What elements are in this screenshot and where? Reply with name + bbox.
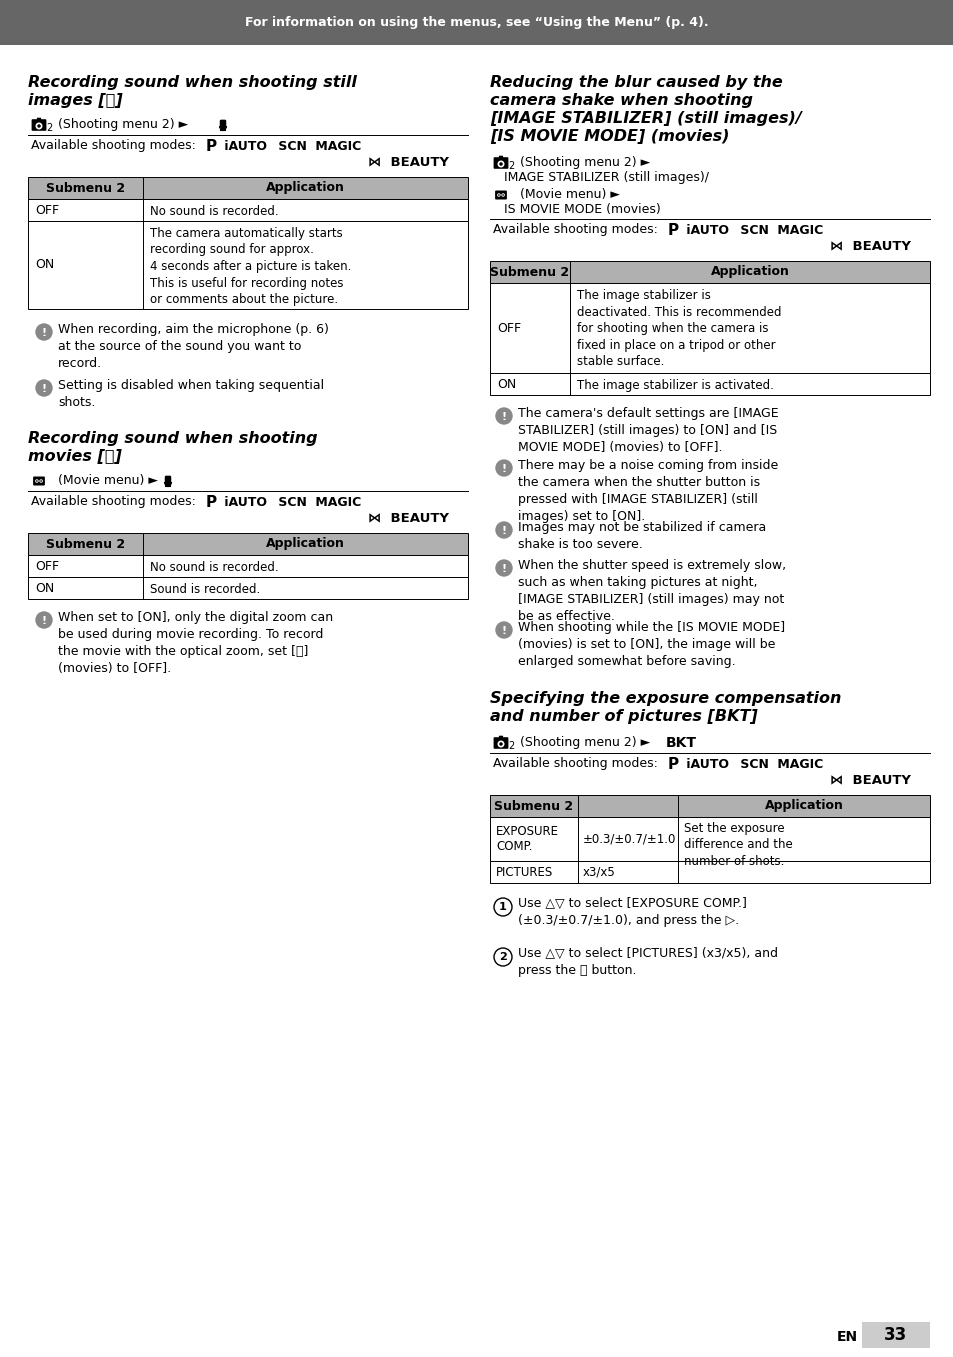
Text: Available shooting modes:: Available shooting modes: [493,223,658,236]
Text: ⋈  BEAUTY: ⋈ BEAUTY [829,773,910,786]
Text: ⋈  BEAUTY: ⋈ BEAUTY [368,155,449,168]
Text: movies [🎙]: movies [🎙] [28,449,122,464]
Text: MAGIC: MAGIC [772,759,822,771]
Text: !: ! [41,327,47,338]
Circle shape [39,479,43,483]
Circle shape [498,742,502,746]
Text: SCN: SCN [274,497,307,509]
Text: iAUTO: iAUTO [220,140,267,153]
Text: EXPOSURE
COMP.: EXPOSURE COMP. [496,825,558,854]
Text: SCN: SCN [735,759,768,771]
Text: ON: ON [497,377,516,391]
Text: [IS MOVIE MODE] (movies): [IS MOVIE MODE] (movies) [490,129,729,144]
Text: Use △▽ to select [EXPOSURE COMP.]
(±0.3/±0.7/±1.0), and press the ▷.: Use △▽ to select [EXPOSURE COMP.] (±0.3/… [517,897,746,927]
FancyBboxPatch shape [28,533,468,555]
Text: When the shutter speed is extremely slow,
such as when taking pictures at night,: When the shutter speed is extremely slow… [517,559,785,623]
Circle shape [496,560,512,575]
Text: Application: Application [710,266,789,278]
Text: !: ! [501,464,506,474]
FancyBboxPatch shape [495,190,506,199]
Text: P: P [667,223,679,237]
Text: When recording, aim the microphone (p. 6)
at the source of the sound you want to: When recording, aim the microphone (p. 6… [58,323,329,370]
FancyBboxPatch shape [490,860,929,883]
Text: When shooting while the [IS MOVIE MODE]
(movies) is set to [ON], the image will : When shooting while the [IS MOVIE MODE] … [517,622,784,668]
Text: Reducing the blur caused by the: Reducing the blur caused by the [490,75,781,90]
Text: PICTURES: PICTURES [496,866,553,878]
Text: Application: Application [763,799,842,813]
Circle shape [36,123,42,129]
Text: (Shooting menu 2) ►: (Shooting menu 2) ► [516,735,654,749]
Text: Images may not be stabilized if camera
shake is too severe.: Images may not be stabilized if camera s… [517,521,765,551]
Text: Setting is disabled when taking sequential
shots.: Setting is disabled when taking sequenti… [58,379,324,408]
FancyBboxPatch shape [490,817,929,860]
Text: ⋈  BEAUTY: ⋈ BEAUTY [829,239,910,252]
Text: !: ! [501,626,506,635]
Circle shape [494,898,512,916]
Text: MAGIC: MAGIC [772,224,822,237]
Text: Set the exposure
difference and the
number of shots.: Set the exposure difference and the numb… [683,822,792,868]
FancyBboxPatch shape [493,737,508,749]
FancyBboxPatch shape [490,373,929,395]
Text: For information on using the menus, see “Using the Menu” (p. 4).: For information on using the menus, see … [245,16,708,28]
Text: The camera's default settings are [IMAGE
STABILIZER] (still images) to [ON] and : The camera's default settings are [IMAGE… [517,407,778,455]
Text: ON: ON [35,258,54,271]
Text: ON: ON [35,582,54,594]
Text: Submenu 2: Submenu 2 [46,537,125,551]
Text: 2: 2 [507,741,514,750]
Text: OFF: OFF [497,322,520,334]
Text: !: ! [501,563,506,574]
Text: Sound is recorded.: Sound is recorded. [150,584,260,596]
Text: P: P [206,495,217,510]
Text: iAUTO: iAUTO [681,759,728,771]
Text: [IMAGE STABILIZER] (still images)/: [IMAGE STABILIZER] (still images)/ [490,111,801,126]
Text: The image stabilizer is activated.: The image stabilizer is activated. [577,379,773,392]
Circle shape [497,194,499,195]
Text: Submenu 2: Submenu 2 [46,182,125,194]
Circle shape [498,163,502,166]
Text: and number of pictures [BKT]: and number of pictures [BKT] [490,708,757,725]
Text: iAUTO: iAUTO [681,224,728,237]
Text: (Movie menu) ►: (Movie menu) ► [54,474,158,487]
Circle shape [501,194,503,195]
Circle shape [496,522,512,537]
Circle shape [36,612,52,628]
Text: Available shooting modes:: Available shooting modes: [493,757,658,769]
Text: When set to [ON], only the digital zoom can
be used during movie recording. To r: When set to [ON], only the digital zoom … [58,611,333,674]
Circle shape [501,193,504,197]
Text: !: ! [501,525,506,536]
Text: Application: Application [266,182,345,194]
Text: images [🎙]: images [🎙] [28,94,123,109]
Text: IMAGE STABILIZER (still images)/: IMAGE STABILIZER (still images)/ [503,171,708,185]
Text: P: P [667,757,679,772]
Text: The image stabilizer is
deactivated. This is recommended
for shooting when the c: The image stabilizer is deactivated. Thi… [577,289,781,368]
Text: BKT: BKT [665,735,697,750]
Text: Application: Application [266,537,345,551]
Text: x3/x5: x3/x5 [582,866,615,878]
Text: (Shooting menu 2) ►: (Shooting menu 2) ► [516,156,650,170]
Text: SCN: SCN [274,140,307,153]
Circle shape [37,125,41,128]
Text: Submenu 2: Submenu 2 [490,266,569,278]
Text: camera shake when shooting: camera shake when shooting [490,94,752,109]
Text: Submenu 2: Submenu 2 [494,799,573,813]
Bar [0,0,953,45]
Text: Recording sound when shooting still: Recording sound when shooting still [28,75,356,90]
FancyBboxPatch shape [219,119,226,129]
Text: No sound is recorded.: No sound is recorded. [150,560,278,574]
FancyBboxPatch shape [28,199,468,221]
Text: MAGIC: MAGIC [311,497,361,509]
Circle shape [36,324,52,341]
Text: 1: 1 [498,902,506,912]
Text: !: ! [41,616,47,626]
Text: There may be a noise coming from inside
the camera when the shutter button is
pr: There may be a noise coming from inside … [517,459,778,522]
Text: iAUTO: iAUTO [220,497,267,509]
Text: (Shooting menu 2) ►: (Shooting menu 2) ► [54,118,188,132]
FancyBboxPatch shape [490,795,929,817]
Circle shape [496,408,512,423]
Text: Use △▽ to select [PICTURES] (x3/x5), and
press the Ⓞ button.: Use △▽ to select [PICTURES] (x3/x5), and… [517,947,778,977]
Text: P: P [206,138,217,153]
FancyBboxPatch shape [490,284,929,373]
FancyBboxPatch shape [33,476,45,486]
Text: OFF: OFF [35,204,59,217]
Text: Available shooting modes:: Available shooting modes: [30,138,195,152]
